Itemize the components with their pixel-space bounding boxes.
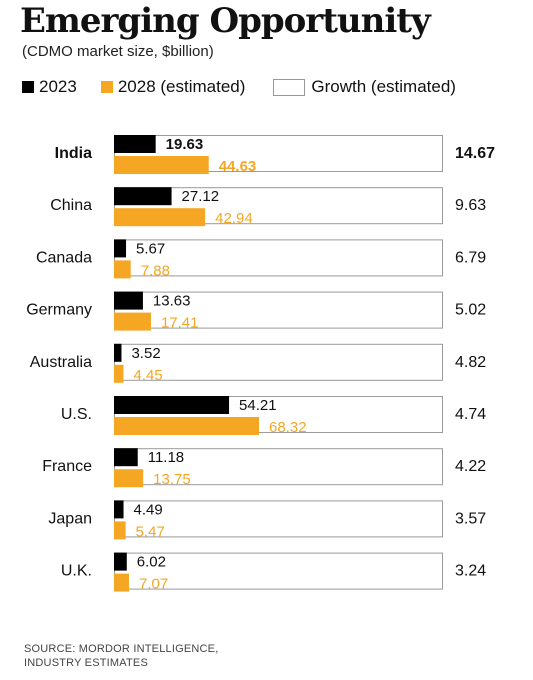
growth-box-u-s [114,396,443,433]
growth-value-france: 4.22 [455,458,486,475]
growth-box-australia [114,343,443,381]
category-label-germany: Germany [26,302,92,319]
bar-2023-u-s [114,396,230,414]
category-label-u-k: U.K. [61,563,92,580]
category-label-canada: Canada [36,249,92,266]
legend-item-2023: 2023 [22,77,77,97]
legend-label-2023: 2023 [39,77,77,96]
legend-item-growth: Growth (estimated) [273,77,456,97]
legend-swatch-growth [273,78,306,96]
bar-2028-u-k [114,573,130,592]
data-label-2028-germany: 17.41 [161,315,199,332]
category-label-france: France [42,458,92,475]
category-label-australia: Australia [30,354,92,371]
data-label-2023-canada: 5.67 [136,240,165,257]
bar-2028-canada [114,260,131,279]
data-label-2028-china: 42.94 [215,210,253,227]
bar-2023-india [114,135,156,153]
bar-2023-u-k [114,552,127,571]
growth-box-germany [114,291,443,329]
growth-box-u-k [114,552,443,590]
growth-box-france [114,448,443,486]
growth-value-china: 9.63 [455,197,486,214]
data-label-2028-india: 44.63 [219,158,257,175]
data-label-2023-japan: 4.49 [134,501,163,518]
data-label-2023-australia: 3.52 [131,345,160,362]
category-label-japan: Japan [48,510,92,527]
legend-label-2028: 2028 (estimated) [117,77,246,96]
data-label-2028-japan: 5.47 [136,523,165,540]
category-label-u-s: U.S. [61,406,92,423]
bar-2023-canada [114,239,127,258]
bar-2028-u-s [114,417,259,435]
data-label-2023-u-k: 6.02 [137,554,166,571]
source-line-1: Source: Mordor Intelligence, [24,643,219,655]
bar-2023-china [114,187,172,206]
data-label-2028-u-k: 7.07 [139,576,168,593]
growth-box-india [114,135,443,172]
data-label-2028-canada: 7.88 [141,262,170,279]
source-note: Source: Mordor Intelligence, Industry es… [24,642,218,670]
category-label-india: India [55,145,92,162]
data-label-2028-france: 13.75 [153,471,191,488]
growth-value-india: 14.67 [455,145,495,162]
growth-value-japan: 3.57 [455,510,486,527]
growth-value-canada: 6.79 [455,249,486,266]
growth-value-australia: 4.82 [455,354,486,371]
category-label-china: China [50,197,92,214]
source-line-2: Industry estimates [24,657,149,669]
bar-2028-france [114,469,144,488]
data-label-2028-australia: 4.45 [133,367,162,384]
growth-value-germany: 5.02 [455,302,486,319]
data-label-2023-india: 19.63 [166,136,204,153]
growth-value-u-k: 3.24 [455,563,486,580]
legend-swatch-2028 [100,81,113,93]
bar-2028-japan [114,521,126,540]
data-label-2023-china: 27.12 [182,188,220,205]
data-label-2028-u-s: 68.32 [269,419,307,436]
bar-2028-germany [114,312,151,331]
bar-2023-australia [114,343,122,362]
bar-2028-china [114,208,206,227]
growth-box-canada [114,239,443,277]
bar-2028-india [114,156,209,174]
chart-subtitle: (CDMO market size, $billion) [22,43,214,60]
data-label-2023-u-s: 54.21 [239,397,277,414]
chart-title: Emerging Opportunity [20,1,431,41]
data-label-2023-france: 11.18 [148,449,184,466]
bar-2023-japan [114,500,124,519]
data-label-2023-germany: 13.63 [153,293,191,310]
bar-2023-germany [114,291,143,310]
growth-box-china [114,187,443,225]
bar-2028-australia [114,364,124,383]
legend: 2023 2028 (estimated) Growth (estimated) [22,77,480,97]
legend-swatch-2023 [22,81,34,93]
growth-box-japan [114,500,443,538]
bar-2023-france [114,448,138,467]
growth-value-u-s: 4.74 [455,406,486,423]
legend-label-growth: Growth (estimated) [311,77,456,96]
legend-item-2028: 2028 (estimated) [100,77,246,97]
